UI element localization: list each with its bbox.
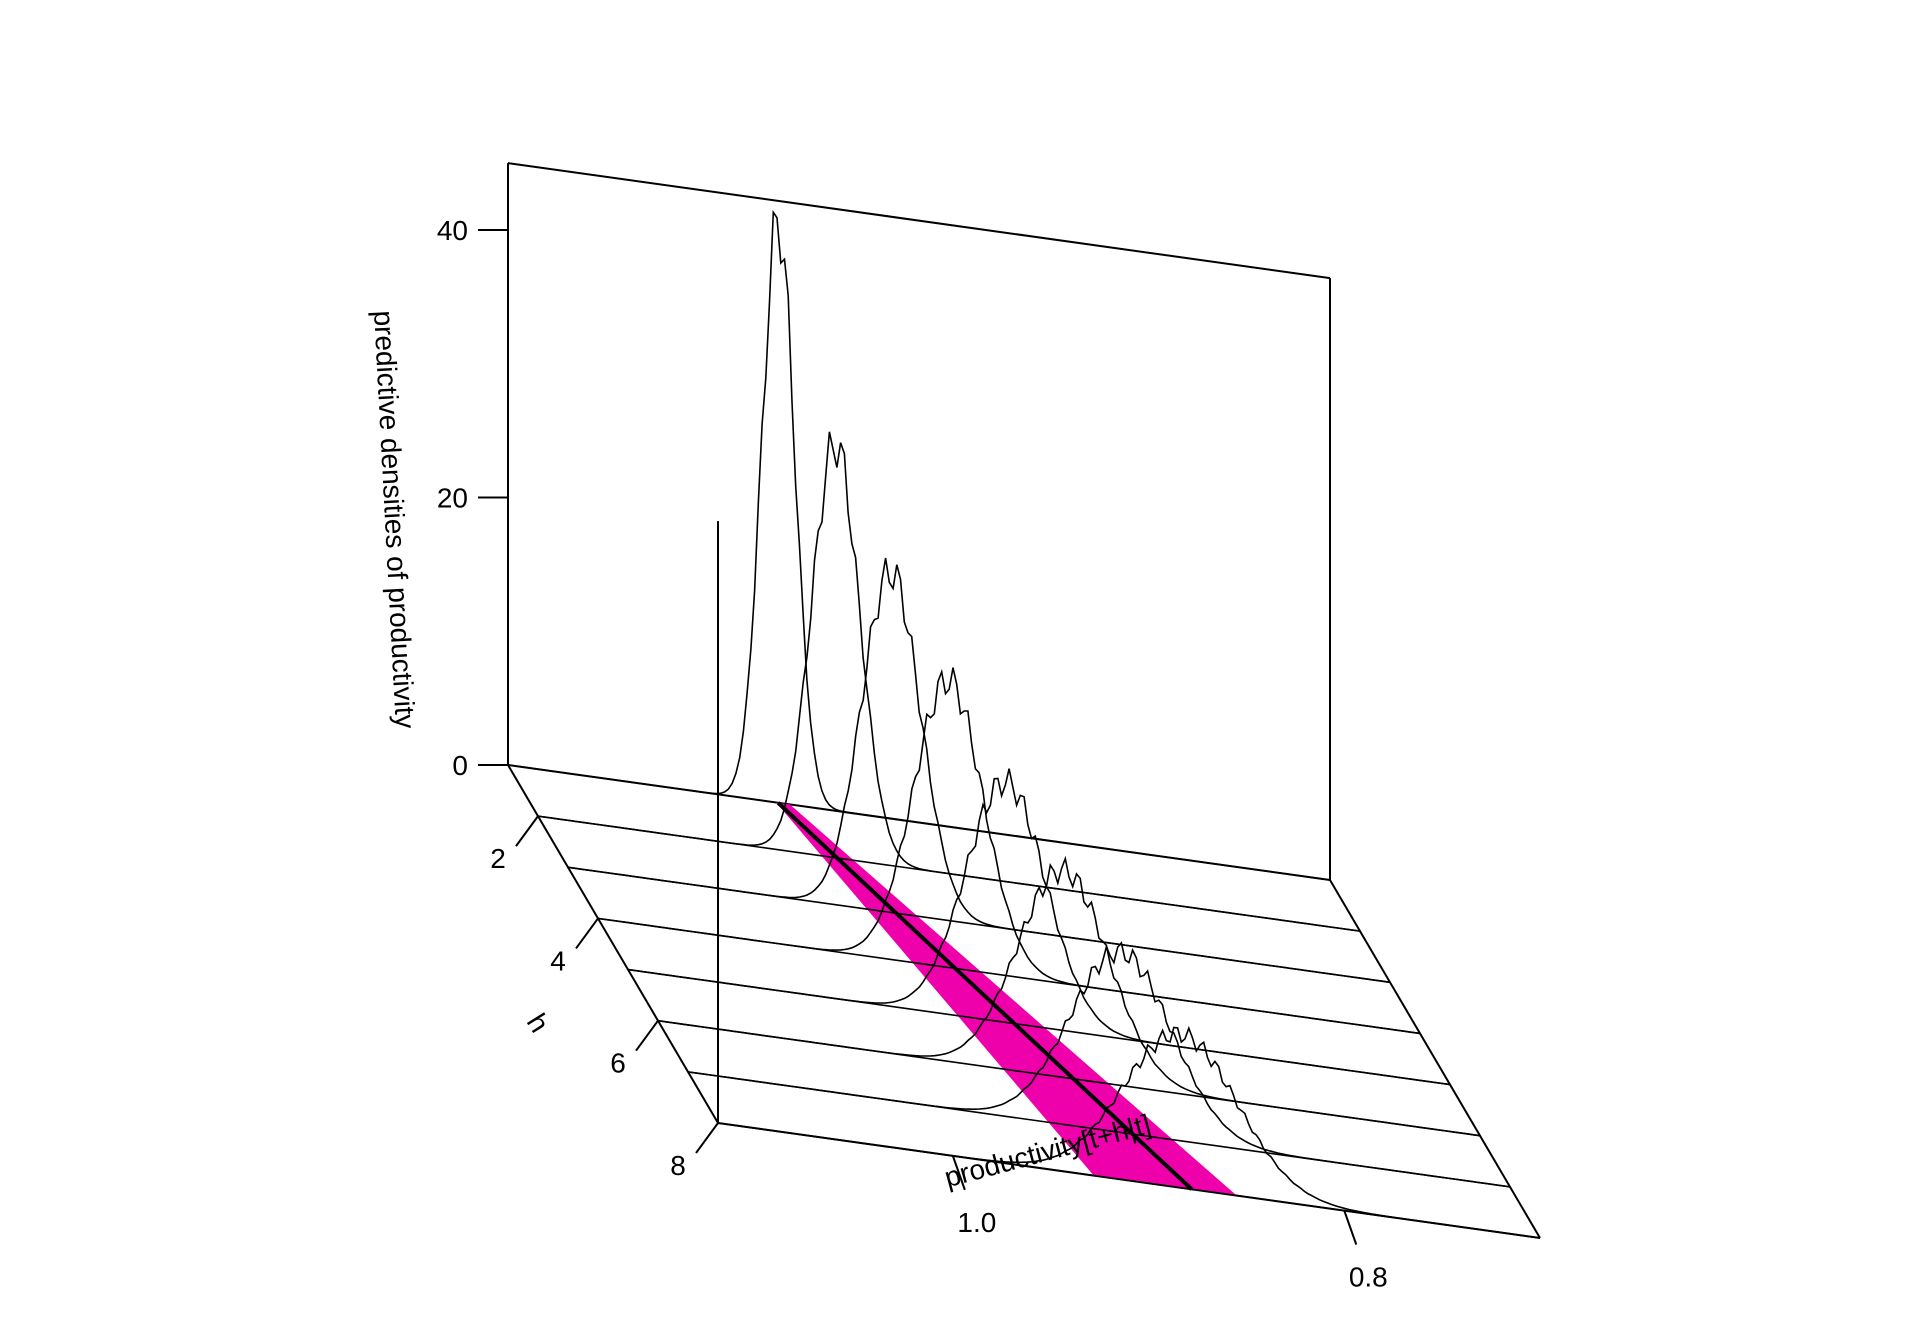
h-tick-2: [515, 815, 539, 847]
floor-line-h7: [687, 1071, 1511, 1188]
axes: 0 20 40 2 4 6 8 1.0 0.8: [437, 215, 1388, 1293]
median-line: [776, 801, 1193, 1191]
h-tick-label-4: 4: [550, 945, 566, 976]
h-tick-4: [575, 917, 599, 950]
density-curve-h1: [507, 209, 1331, 881]
h-tick-label-2: 2: [490, 843, 506, 874]
x-tick-label-0.8: 0.8: [1349, 1262, 1388, 1293]
floor-line-h8: [717, 1122, 1541, 1239]
floor-line-h4: [597, 917, 1421, 1035]
z-tick-label-40: 40: [437, 215, 468, 246]
band-area: [776, 802, 1237, 1196]
h-tick-6: [635, 1020, 659, 1052]
density-curves: [507, 209, 1541, 1239]
h-tick-8: [695, 1122, 719, 1154]
h-axis-label: h: [521, 1008, 556, 1038]
z-axis-label: predictive densities of productivity: [368, 310, 421, 730]
x-tick-1.0: [951, 1155, 966, 1191]
h-tick-label-8: 8: [670, 1150, 686, 1181]
x-tick-label-1.0: 1.0: [957, 1207, 996, 1238]
density-curve-h2: [537, 431, 1361, 932]
left-floor-edge: [507, 764, 719, 1124]
x-tick-0.8: [1343, 1210, 1358, 1245]
z-tick-label-0: 0: [452, 750, 468, 781]
floor-line-h5: [627, 968, 1451, 1086]
credible-band: [776, 801, 1237, 1196]
floor-line-h3: [567, 866, 1391, 984]
h-tick-label-6: 6: [610, 1048, 626, 1079]
floor-line-h6: [657, 1019, 1481, 1137]
z-tick-label-20: 20: [437, 483, 468, 514]
right-floor-edge: [1329, 879, 1541, 1239]
back-top-edge: [507, 162, 1331, 280]
density-curve-h4: [597, 667, 1421, 1035]
